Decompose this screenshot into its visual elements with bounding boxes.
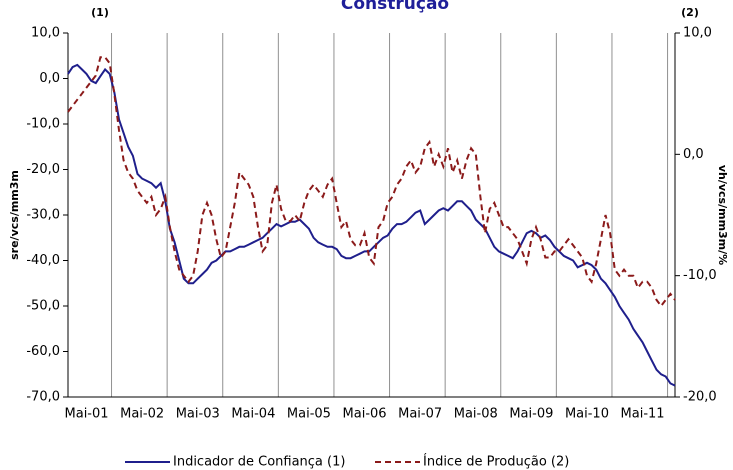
y-tick-label: -70,0: [26, 390, 60, 405]
series-line: [67, 63, 676, 387]
y2-tick-label: 0,0: [683, 147, 704, 162]
y-tick-label: -40,0: [26, 253, 60, 268]
legend-label: Indicador de Confiança (1): [173, 455, 345, 470]
y-tick-label: -30,0: [26, 208, 60, 223]
x-tick-label: Mai-07: [398, 407, 442, 422]
y-tick-label: -10,0: [26, 117, 60, 132]
y-tick-label: 10,0: [31, 26, 60, 41]
y-tick-label: -50,0: [26, 299, 60, 314]
y-axis-label: sre/vcs/mm3m: [8, 170, 21, 260]
y-tick-label: 0,0: [39, 71, 60, 86]
x-tick-label: Mai-04: [231, 407, 275, 422]
x-tick-label: Mai-08: [454, 407, 498, 422]
x-tick-label: Mai-05: [287, 407, 331, 422]
x-tick-label: Mai-10: [565, 407, 609, 422]
y-tick-label: -60,0: [26, 344, 60, 359]
y2-tick-label: -10,0: [683, 268, 717, 283]
legend-label: Índice de Produção (2): [423, 454, 569, 470]
right-axis-note: (2): [681, 6, 699, 19]
y2-tick-label: 10,0: [683, 26, 712, 41]
y2-axis-label: vh/vcs/mm3m/%: [716, 165, 729, 265]
y2-tick-label: -20,0: [683, 390, 717, 405]
series-line: [67, 56, 676, 308]
x-tick-label: Mai-09: [509, 407, 553, 422]
chart-title: Construção: [341, 0, 449, 14]
x-tick-label: Mai-03: [176, 407, 220, 422]
left-axis-note: (1): [91, 6, 109, 19]
y-tick-label: -20,0: [26, 162, 60, 177]
x-tick-label: Mai-01: [65, 407, 109, 422]
x-tick-label: Mai-02: [120, 407, 164, 422]
x-tick-label: Mai-11: [621, 407, 665, 422]
x-tick-label: Mai-06: [343, 407, 387, 422]
